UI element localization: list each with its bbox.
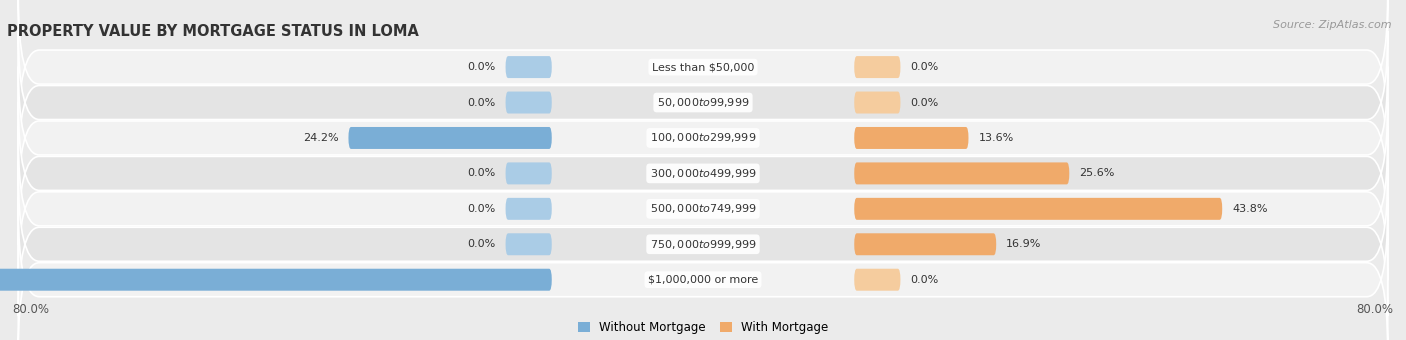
Text: 16.9%: 16.9% <box>1007 239 1042 249</box>
Text: 13.6%: 13.6% <box>979 133 1014 143</box>
FancyBboxPatch shape <box>0 269 551 291</box>
FancyBboxPatch shape <box>349 127 551 149</box>
FancyBboxPatch shape <box>18 208 1388 340</box>
Text: 0.0%: 0.0% <box>911 62 939 72</box>
Text: Source: ZipAtlas.com: Source: ZipAtlas.com <box>1274 20 1392 30</box>
Text: 25.6%: 25.6% <box>1080 168 1115 179</box>
FancyBboxPatch shape <box>506 91 551 114</box>
FancyBboxPatch shape <box>855 56 900 78</box>
FancyBboxPatch shape <box>855 269 900 291</box>
Text: 0.0%: 0.0% <box>467 239 495 249</box>
FancyBboxPatch shape <box>855 91 900 114</box>
FancyBboxPatch shape <box>855 198 1222 220</box>
Text: 0.0%: 0.0% <box>911 275 939 285</box>
Text: Less than $50,000: Less than $50,000 <box>652 62 754 72</box>
FancyBboxPatch shape <box>18 137 1388 280</box>
Text: $50,000 to $99,999: $50,000 to $99,999 <box>657 96 749 109</box>
Text: 0.0%: 0.0% <box>911 98 939 107</box>
FancyBboxPatch shape <box>855 163 1070 184</box>
Text: $500,000 to $749,999: $500,000 to $749,999 <box>650 202 756 215</box>
Text: PROPERTY VALUE BY MORTGAGE STATUS IN LOMA: PROPERTY VALUE BY MORTGAGE STATUS IN LOM… <box>7 24 419 39</box>
Legend: Without Mortgage, With Mortgage: Without Mortgage, With Mortgage <box>574 316 832 339</box>
Text: 43.8%: 43.8% <box>1232 204 1268 214</box>
Text: 0.0%: 0.0% <box>467 168 495 179</box>
Text: 0.0%: 0.0% <box>467 98 495 107</box>
Text: 0.0%: 0.0% <box>467 62 495 72</box>
Text: 0.0%: 0.0% <box>467 204 495 214</box>
FancyBboxPatch shape <box>18 66 1388 209</box>
FancyBboxPatch shape <box>18 31 1388 174</box>
FancyBboxPatch shape <box>506 198 551 220</box>
FancyBboxPatch shape <box>18 0 1388 139</box>
Text: $300,000 to $499,999: $300,000 to $499,999 <box>650 167 756 180</box>
FancyBboxPatch shape <box>18 173 1388 316</box>
FancyBboxPatch shape <box>506 233 551 255</box>
FancyBboxPatch shape <box>506 56 551 78</box>
FancyBboxPatch shape <box>18 102 1388 245</box>
Text: $100,000 to $299,999: $100,000 to $299,999 <box>650 132 756 144</box>
Text: $750,000 to $999,999: $750,000 to $999,999 <box>650 238 756 251</box>
FancyBboxPatch shape <box>855 233 997 255</box>
FancyBboxPatch shape <box>506 163 551 184</box>
Text: 24.2%: 24.2% <box>302 133 339 143</box>
FancyBboxPatch shape <box>855 127 969 149</box>
Text: $1,000,000 or more: $1,000,000 or more <box>648 275 758 285</box>
